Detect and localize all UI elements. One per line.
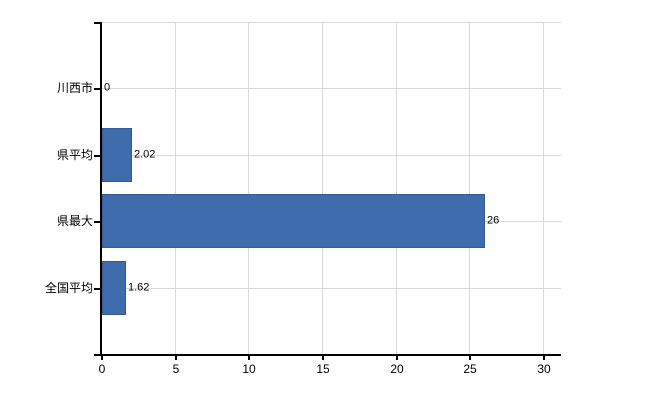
x-tick-label: 25 xyxy=(463,362,477,376)
bar xyxy=(102,261,126,315)
x-axis-tick xyxy=(543,355,545,360)
bar xyxy=(102,194,485,248)
gridline-horizontal xyxy=(101,88,561,89)
gridline-vertical xyxy=(175,22,176,354)
value-label: 1.62 xyxy=(128,281,150,294)
y-axis-tick xyxy=(94,22,100,24)
x-axis-tick xyxy=(396,355,398,360)
category-label: 県平均 xyxy=(56,147,93,162)
y-axis-tick xyxy=(94,288,100,290)
x-axis-tick xyxy=(248,355,250,360)
gridline-vertical xyxy=(543,22,544,354)
x-axis-tick xyxy=(101,355,103,360)
y-axis-tick xyxy=(94,354,100,356)
x-axis-tick xyxy=(175,355,177,360)
category-label: 全国平均 xyxy=(44,280,93,295)
bar xyxy=(102,128,132,182)
x-axis-tick xyxy=(322,355,324,360)
x-tick-label: 5 xyxy=(172,362,180,376)
gridline-horizontal xyxy=(101,288,561,289)
x-tick-label: 15 xyxy=(316,362,330,376)
category-label: 川西市 xyxy=(56,81,93,96)
value-label: 2.02 xyxy=(134,148,156,161)
gridline-vertical xyxy=(322,22,323,354)
x-tick-label: 0 xyxy=(98,362,106,376)
category-label: 県最大 xyxy=(56,214,93,229)
x-tick-label: 20 xyxy=(390,362,404,376)
gridline-vertical xyxy=(248,22,249,354)
y-axis-tick xyxy=(94,221,100,223)
x-tick-label: 10 xyxy=(242,362,256,376)
gridline-horizontal xyxy=(101,22,561,23)
y-axis-tick xyxy=(94,155,100,157)
gridline-vertical xyxy=(469,22,470,354)
value-label: 26 xyxy=(487,214,500,227)
y-axis xyxy=(100,22,102,355)
x-axis xyxy=(100,354,561,356)
value-label: 0 xyxy=(104,81,111,94)
gridline-horizontal xyxy=(101,155,561,156)
gridline-vertical xyxy=(396,22,397,354)
y-axis-tick xyxy=(94,88,100,90)
x-tick-label: 30 xyxy=(537,362,551,376)
x-axis-tick xyxy=(469,355,471,360)
